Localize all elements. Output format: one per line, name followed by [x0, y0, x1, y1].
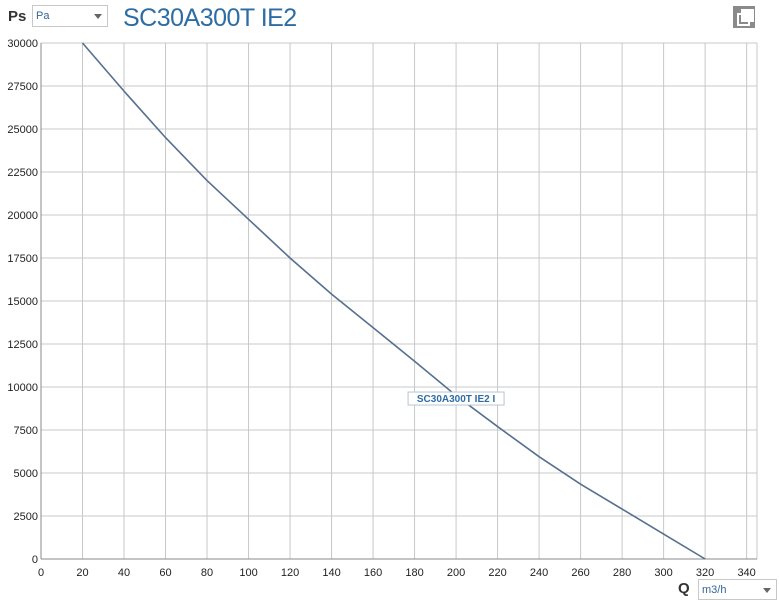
y-tick-label: 15000: [7, 296, 38, 308]
y-tick-label: 30000: [7, 38, 38, 50]
y-unit-select[interactable]: Pa: [32, 5, 108, 27]
y-tick-label: 7500: [14, 425, 38, 437]
x-unit-value: m3/h: [702, 583, 727, 596]
y-tick-label: 5000: [14, 468, 38, 480]
x-tick-labels: 0 20 40 60 80 100 120 140 160 180 200 220 240 260 280 3…: [38, 567, 756, 579]
y-unit-value: Pa: [36, 10, 50, 22]
y-tick-label: 25000: [7, 124, 38, 136]
y-tick-label: 2500: [14, 511, 38, 523]
curve-label-box: [407, 391, 505, 406]
x-tick-label: 20: [76, 567, 88, 579]
x-tick-label: 140: [322, 567, 340, 579]
x-tick-label: 160: [364, 567, 382, 579]
x-tick-label: 100: [239, 567, 257, 579]
series-line: [81, 42, 706, 560]
x-tick-label: 340: [737, 567, 755, 579]
y-tick-label: 22500: [7, 167, 38, 179]
y-tick-label: 27500: [7, 81, 38, 93]
x-tick-label: 40: [118, 567, 130, 579]
y-tick-label: 17500: [7, 253, 38, 265]
x-tick-label: 260: [571, 567, 589, 579]
curve-label: SC30A300T IE2 I: [417, 394, 496, 405]
x-tick-label: 0: [38, 567, 44, 579]
x-unit-select[interactable]: m3/h: [698, 579, 777, 600]
x-tick-label: 280: [613, 567, 631, 579]
x-tick-label: 80: [201, 567, 213, 579]
y-tick-label: 20000: [7, 210, 38, 222]
chart-title: SC30A300T IE2: [123, 4, 297, 32]
x-tick-label: 120: [281, 567, 299, 579]
chevron-down-icon: [763, 588, 771, 593]
y-tick-label: 0: [32, 554, 38, 566]
x-tick-label: 180: [405, 567, 423, 579]
x-axis-symbol: Q: [678, 580, 690, 597]
grid: [40, 42, 758, 560]
chevron-down-icon: [94, 14, 102, 19]
y-tick-label: 12500: [7, 339, 38, 351]
y-axis-symbol: Ps: [8, 8, 27, 25]
x-tick-label: 220: [488, 567, 506, 579]
copy-button[interactable]: [733, 6, 755, 28]
curve-layer: [81, 42, 706, 560]
x-tick-label: 60: [159, 567, 171, 579]
curve-annotation: SC30A300T IE2 I: [407, 391, 505, 406]
y-tick-label: 10000: [7, 382, 38, 394]
x-tick-label: 240: [530, 567, 548, 579]
x-tick-label: 200: [447, 567, 465, 579]
x-tick-label: 320: [696, 567, 714, 579]
y-tick-labels: 0 2500 5000 7500 10000 12500 15000 17500 20000 22…: [7, 38, 38, 566]
x-tick-label: 300: [654, 567, 672, 579]
